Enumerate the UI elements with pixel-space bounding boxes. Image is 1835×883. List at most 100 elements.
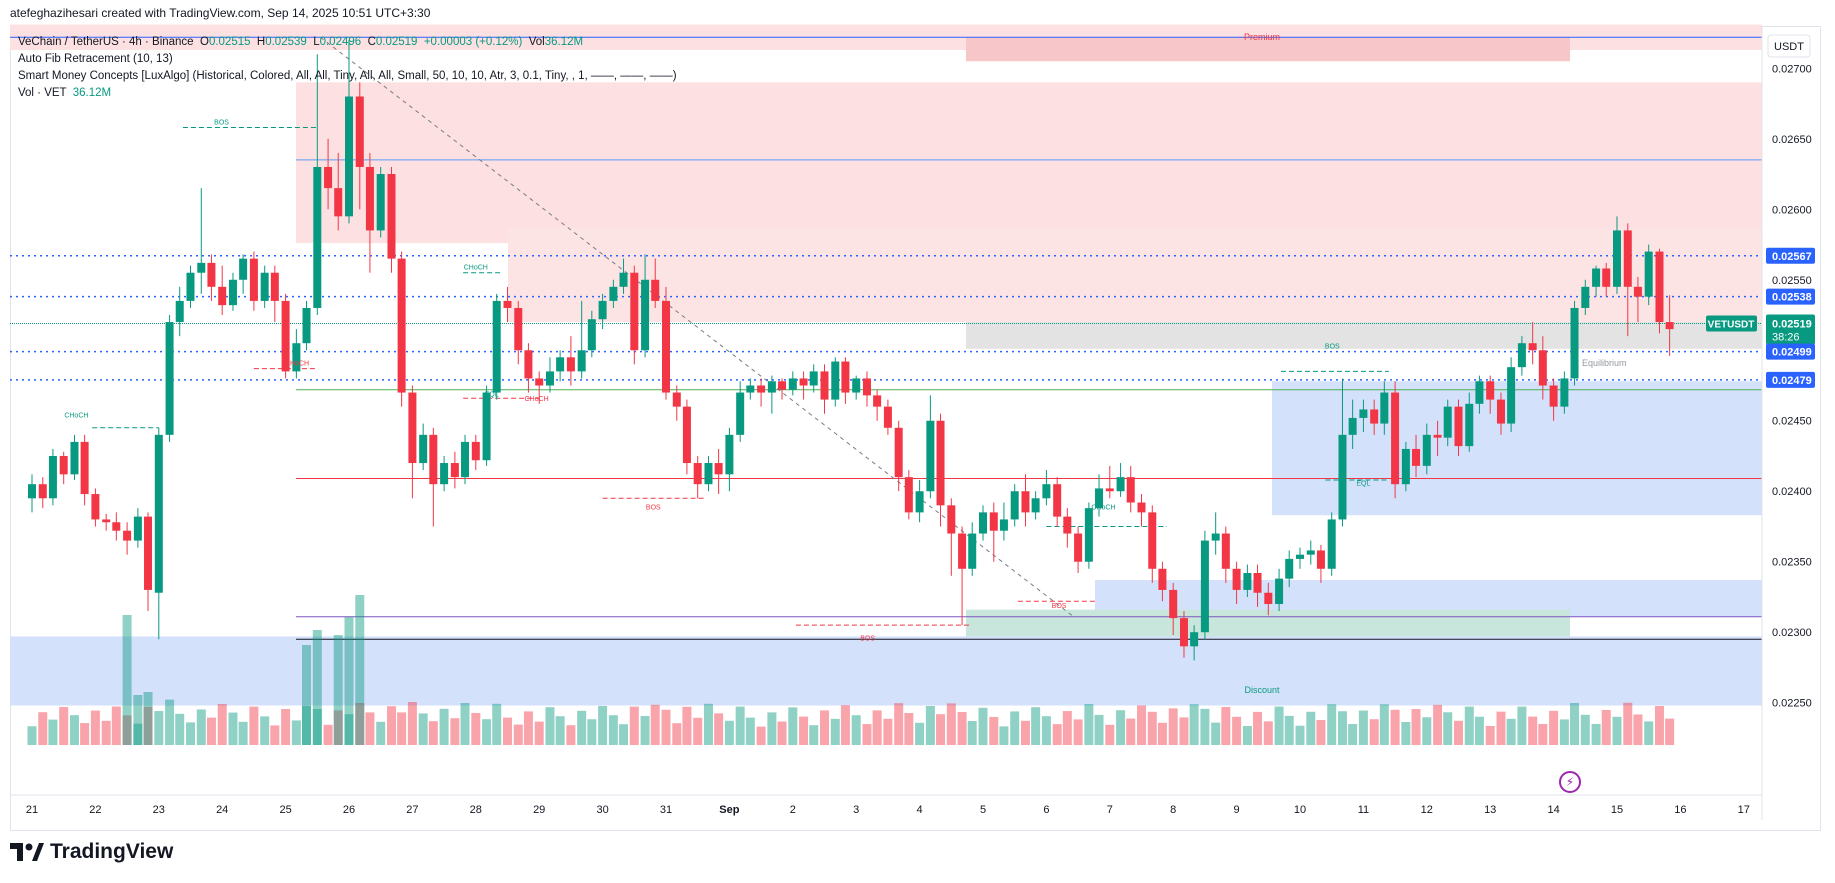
volume-spike: [312, 630, 322, 745]
volume-bar: [566, 725, 576, 745]
candle-body: [1665, 322, 1674, 330]
structure-label: BOS: [646, 504, 661, 511]
volume-bar: [1242, 726, 1252, 745]
candle-body: [736, 392, 745, 435]
volume-bar: [1137, 705, 1146, 745]
volume-bar: [1084, 703, 1094, 745]
countdown-label: 38:26: [1772, 331, 1800, 343]
volume-bar: [1591, 723, 1601, 745]
x-tick-label: 22: [89, 804, 101, 816]
price-level-label: 0.02499: [1772, 347, 1812, 359]
volume-bar: [661, 709, 671, 745]
volume-bar: [1454, 720, 1463, 745]
volume-bar: [492, 703, 502, 745]
indicator-fib[interactable]: Auto Fib Retracement (10, 13): [18, 53, 173, 65]
candle-body: [112, 522, 121, 531]
candle-body: [123, 530, 132, 541]
x-tick-label: 6: [1043, 804, 1049, 816]
volume-bar: [513, 724, 523, 745]
candle-body: [1592, 268, 1601, 287]
candle-body: [619, 272, 628, 287]
candle-body: [1095, 488, 1104, 509]
high-value: 0.02539: [265, 36, 307, 48]
volume-spike: [122, 615, 132, 745]
candle-body: [80, 441, 89, 495]
volume-bar: [228, 712, 238, 745]
candle-body: [820, 371, 829, 400]
candle-body: [1137, 502, 1146, 513]
demand-zone: [1272, 381, 1762, 516]
volume-bar: [1306, 711, 1316, 745]
candle-body: [1348, 417, 1357, 435]
volume-bar: [333, 710, 343, 745]
structure-label: CHoCH: [464, 265, 488, 272]
x-tick-label: 27: [406, 804, 418, 816]
volume-bar: [1549, 710, 1559, 745]
indicator-smc[interactable]: Smart Money Concepts [LuxAlgo] (Historic…: [18, 70, 677, 82]
volume-bar: [1570, 703, 1580, 745]
x-tick-label: 2: [790, 804, 796, 816]
volume-bar: [1433, 704, 1443, 745]
candle-body: [1412, 448, 1421, 466]
candle-body: [133, 516, 142, 541]
volume-bar: [883, 718, 893, 745]
candle-body: [492, 300, 501, 393]
y-tick-label: 0.02650: [1772, 134, 1812, 146]
chart-legend: VeChain / TetherUS · 4h · Binance O0.025…: [18, 34, 677, 102]
volume-bar: [672, 723, 682, 745]
volume-bar: [175, 713, 185, 745]
volume-bar: [1316, 719, 1326, 745]
candle-body: [482, 392, 491, 461]
candle-body: [1327, 519, 1336, 569]
candle-body: [1401, 448, 1410, 485]
volume-bar: [534, 721, 544, 745]
high-label: H: [256, 36, 266, 48]
candle-body: [387, 174, 396, 259]
candle-body: [175, 300, 184, 323]
candle-body: [281, 300, 290, 372]
y-tick-label: 0.02700: [1772, 63, 1812, 75]
volume-bar: [344, 714, 354, 745]
volume-bar: [1496, 711, 1506, 745]
volume-bar: [90, 710, 100, 745]
volume-bar: [1506, 718, 1516, 745]
premium-label: Premium: [1244, 32, 1280, 42]
volume-bar: [640, 716, 650, 745]
volume-spike: [344, 617, 354, 745]
tradingview-logo[interactable]: TradingView: [10, 840, 173, 864]
volume-spike: [302, 645, 312, 745]
volume-bar: [598, 705, 608, 745]
volume-bar: [989, 716, 999, 745]
currency-label: USDT: [1774, 41, 1804, 53]
volume-bar: [1179, 717, 1189, 745]
candle-body: [746, 385, 755, 393]
candle-body: [1454, 406, 1463, 447]
price-level-box: [1766, 288, 1815, 305]
indicator-volume[interactable]: Vol · VET 36.12M: [18, 85, 677, 102]
candle-body: [799, 378, 808, 386]
volume-bar: [872, 710, 882, 745]
candle-body: [228, 279, 237, 306]
candle-body: [1538, 350, 1547, 386]
x-tick-label: 8: [1170, 804, 1176, 816]
candle-body: [324, 166, 333, 189]
volume-bar: [471, 712, 481, 745]
volume-bar: [1010, 711, 1020, 745]
volume-bar: [1189, 704, 1199, 745]
candle-body: [788, 378, 797, 390]
volume-indicator-name: Vol · VET: [18, 87, 67, 99]
candle-body: [767, 381, 776, 393]
volume-bar: [1073, 719, 1083, 745]
candle-body: [154, 434, 163, 593]
volume-bar: [355, 703, 365, 745]
x-tick-label: 16: [1674, 804, 1686, 816]
volume-bar: [1052, 724, 1062, 745]
symbol-name[interactable]: VeChain / TetherUS · 4h · Binance: [18, 36, 194, 48]
volume-bar: [1390, 709, 1400, 745]
volume-spike: [355, 595, 365, 745]
candle-body: [1623, 230, 1632, 287]
candle-body: [662, 300, 670, 393]
lightning-icon[interactable]: ⚡: [1559, 771, 1581, 793]
candle-body: [1443, 406, 1452, 438]
